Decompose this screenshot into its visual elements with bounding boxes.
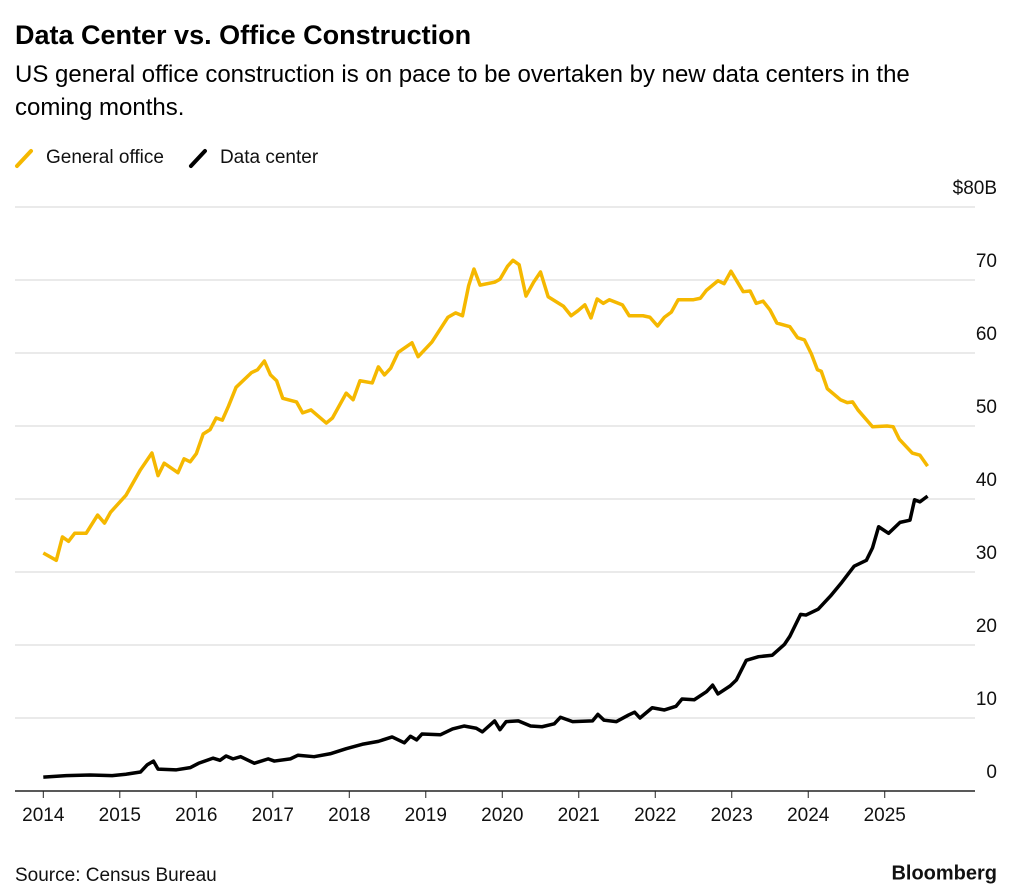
y-tick-label: 10 bbox=[976, 689, 997, 710]
y-tick-label: 20 bbox=[976, 616, 997, 637]
legend-swatch bbox=[188, 149, 207, 168]
y-tick-label: 70 bbox=[976, 251, 997, 272]
x-tick-label: 2017 bbox=[252, 805, 294, 826]
y-tick-label: 30 bbox=[976, 543, 997, 564]
y-tick-label: 40 bbox=[976, 470, 997, 491]
x-tick-label: 2016 bbox=[175, 805, 217, 826]
legend-label: General office bbox=[46, 147, 164, 168]
y-tick-label: $80B bbox=[953, 178, 997, 199]
x-tick-label: 2020 bbox=[481, 805, 523, 826]
x-tick-label: 2022 bbox=[634, 805, 676, 826]
legend-label: Data center bbox=[220, 147, 319, 168]
y-tick-label: 50 bbox=[976, 397, 997, 418]
x-tick-label: 2014 bbox=[22, 805, 65, 826]
x-tick-label: 2025 bbox=[864, 805, 906, 826]
x-tick-label: 2024 bbox=[787, 805, 830, 826]
x-tick-label: 2015 bbox=[99, 805, 141, 826]
chart-title: Data Center vs. Office Construction bbox=[15, 20, 472, 50]
source: Source: Census Bureau bbox=[15, 865, 217, 886]
legend-swatch bbox=[15, 149, 33, 168]
y-tick-label: 0 bbox=[986, 762, 997, 783]
x-tick-label: 2021 bbox=[558, 805, 600, 826]
x-tick-label: 2023 bbox=[711, 805, 753, 826]
series-line bbox=[42, 258, 930, 563]
chart-subtitle: US general office construction is on pac… bbox=[15, 61, 910, 121]
x-tick-label: 2019 bbox=[405, 805, 447, 826]
y-tick-label: 60 bbox=[976, 324, 997, 345]
brand: Bloomberg bbox=[891, 862, 997, 884]
series-line bbox=[43, 494, 929, 779]
x-tick-label: 2018 bbox=[328, 805, 370, 826]
